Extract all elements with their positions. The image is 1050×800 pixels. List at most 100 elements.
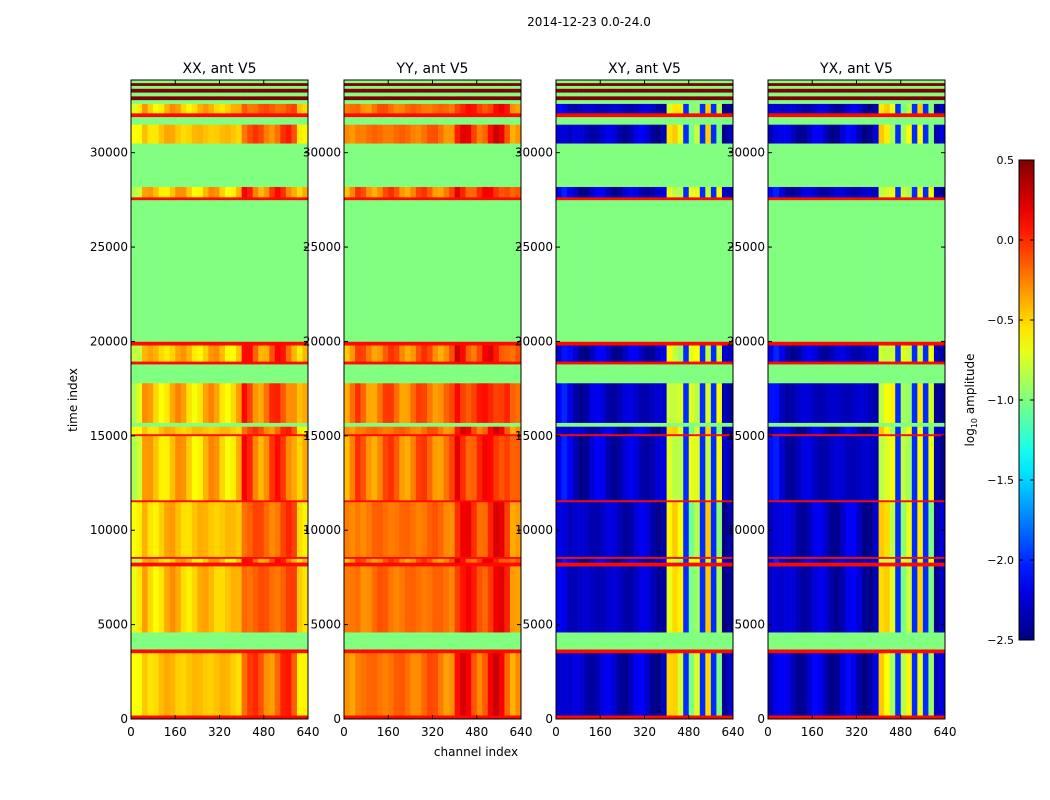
heatmap-cell — [344, 103, 350, 114]
heatmap-cell — [633, 143, 640, 187]
heatmap-cell — [655, 197, 662, 201]
heatmap-cell — [230, 361, 237, 365]
heatmap-cell — [197, 143, 204, 187]
heatmap-cell — [186, 341, 193, 346]
heatmap-cell — [202, 186, 209, 198]
heatmap-cell — [377, 341, 384, 346]
heatmap-cell — [911, 103, 918, 114]
heatmap-cell — [806, 364, 813, 384]
heatmap-cell — [650, 197, 656, 201]
heatmap-cell — [917, 652, 924, 716]
heatmap-cell — [202, 85, 209, 89]
heatmap-cell — [556, 103, 562, 114]
heatmap-cell — [454, 632, 461, 650]
heatmap-cell — [393, 715, 400, 720]
heatmap-cell — [939, 382, 946, 423]
heatmap-cell — [285, 361, 292, 365]
heatmap-cell — [449, 92, 455, 97]
heatmap-cell — [917, 96, 924, 101]
heatmap-cell — [465, 361, 472, 365]
heatmap-cell — [515, 99, 522, 104]
heatmap-cell — [873, 143, 879, 187]
heatmap-cell — [683, 422, 690, 427]
heatmap-cell — [280, 116, 287, 125]
heatmap-cell — [638, 341, 645, 346]
heatmap-cell — [561, 361, 568, 365]
heatmap-cell — [567, 562, 573, 567]
heatmap-cell — [873, 341, 879, 346]
heatmap-cell — [716, 422, 723, 427]
heatmap-cell — [895, 566, 902, 633]
heatmap-cell — [415, 124, 422, 144]
heatmap-cell — [638, 422, 645, 427]
heatmap-cell — [366, 186, 372, 198]
heatmap-cell — [834, 345, 841, 362]
heatmap-cell — [862, 649, 868, 654]
heatmap-cell — [421, 341, 428, 346]
heatmap-cell — [856, 435, 863, 501]
heatmap-cell — [561, 96, 568, 101]
heatmap-cell — [426, 435, 433, 501]
heatmap-cell — [906, 422, 913, 427]
heatmap-cell — [269, 116, 276, 125]
x-tick-label: 480 — [252, 725, 275, 739]
heatmap-cell — [415, 426, 422, 435]
heatmap-cell — [627, 124, 634, 144]
heatmap-cell — [823, 422, 830, 427]
heatmap-cell — [578, 652, 584, 716]
heatmap-cell — [225, 80, 231, 84]
heatmap-cell — [600, 116, 607, 125]
heatmap-cell — [768, 103, 774, 114]
heatmap-cell — [699, 124, 706, 144]
heatmap-cell — [906, 88, 913, 93]
heatmap-cell — [269, 562, 276, 567]
heatmap-cell — [900, 88, 907, 93]
heatmap-cell — [471, 197, 478, 201]
heatmap-cell — [572, 96, 579, 101]
heatmap-cell — [142, 433, 148, 437]
heatmap-cell — [768, 501, 774, 557]
heatmap-cell — [768, 652, 774, 716]
heatmap-cell — [779, 99, 785, 104]
heatmap-cell — [867, 566, 874, 633]
heatmap-cell — [666, 345, 673, 362]
heatmap-cell — [828, 433, 835, 437]
y-tick-label: 20000 — [90, 334, 128, 348]
heatmap-cell — [296, 197, 303, 201]
heatmap-cell — [594, 364, 601, 384]
heatmap-cell — [225, 92, 231, 97]
heatmap-cell — [465, 345, 472, 362]
heatmap-cell — [928, 500, 935, 503]
heatmap-cell — [252, 632, 259, 650]
heatmap-cell — [790, 649, 796, 654]
heatmap-cell — [230, 197, 237, 201]
heatmap-cell — [627, 96, 634, 101]
heatmap-cell — [371, 199, 378, 342]
heatmap-cell — [291, 96, 298, 101]
heatmap-cell — [454, 186, 461, 198]
heatmap-cell — [482, 82, 489, 86]
heatmap-cell — [487, 124, 494, 144]
heatmap-cell — [136, 186, 143, 198]
heatmap-cell — [578, 186, 584, 198]
heatmap-cell — [867, 113, 874, 118]
heatmap-cell — [828, 361, 835, 365]
heatmap-cell — [404, 433, 411, 437]
heatmap-cell — [817, 85, 824, 89]
heatmap-cell — [839, 88, 846, 93]
heatmap-cell — [180, 382, 187, 423]
heatmap-cell — [867, 426, 874, 435]
heatmap-cell — [677, 422, 684, 427]
heatmap-cell — [291, 558, 298, 563]
heatmap-cell — [142, 562, 148, 567]
heatmap-cell — [779, 186, 785, 198]
heatmap-cell — [460, 361, 466, 365]
heatmap-cell — [661, 435, 667, 501]
heatmap-cell — [661, 82, 667, 86]
heatmap-cell — [801, 143, 808, 187]
heatmap-cell — [661, 103, 667, 114]
heatmap-cell — [911, 143, 918, 187]
heatmap-cell — [655, 364, 662, 384]
heatmap-cell — [208, 426, 215, 435]
heatmap-cell — [465, 715, 472, 720]
